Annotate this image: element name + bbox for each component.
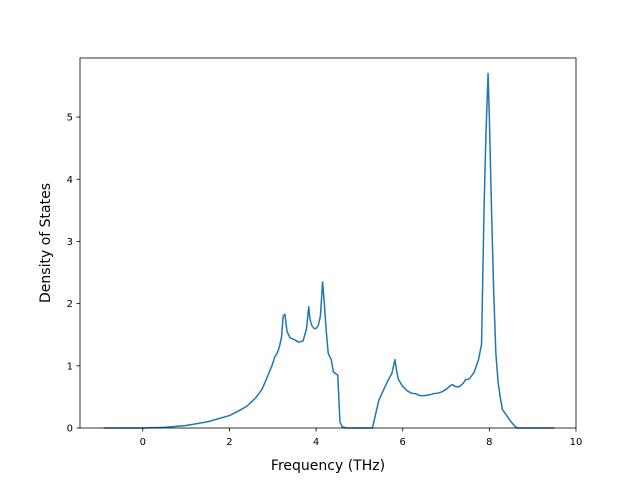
y-axis-label: Density of States: [38, 183, 54, 303]
x-tick-label: 6: [400, 437, 406, 448]
y-tick-label: 5: [67, 113, 73, 124]
x-tick-label: 2: [226, 437, 232, 448]
y-tick-label: 0: [67, 424, 73, 435]
x-tick-label: 10: [570, 437, 583, 448]
x-axis-label: Frequency (THz): [271, 458, 385, 474]
axes-frame: [79, 57, 577, 429]
x-tick-label: 4: [313, 437, 319, 448]
x-tick-label: 8: [486, 437, 492, 448]
y-tick-label: 1: [67, 361, 73, 372]
y-tick-label: 4: [67, 175, 73, 186]
x-tick-label: 0: [140, 437, 146, 448]
y-tick-label: 2: [67, 299, 73, 310]
y-tick-label: 3: [67, 237, 73, 248]
axis-ticks: 0 2 4 6 8 10 0 1 2 3 4 5: [67, 113, 583, 448]
